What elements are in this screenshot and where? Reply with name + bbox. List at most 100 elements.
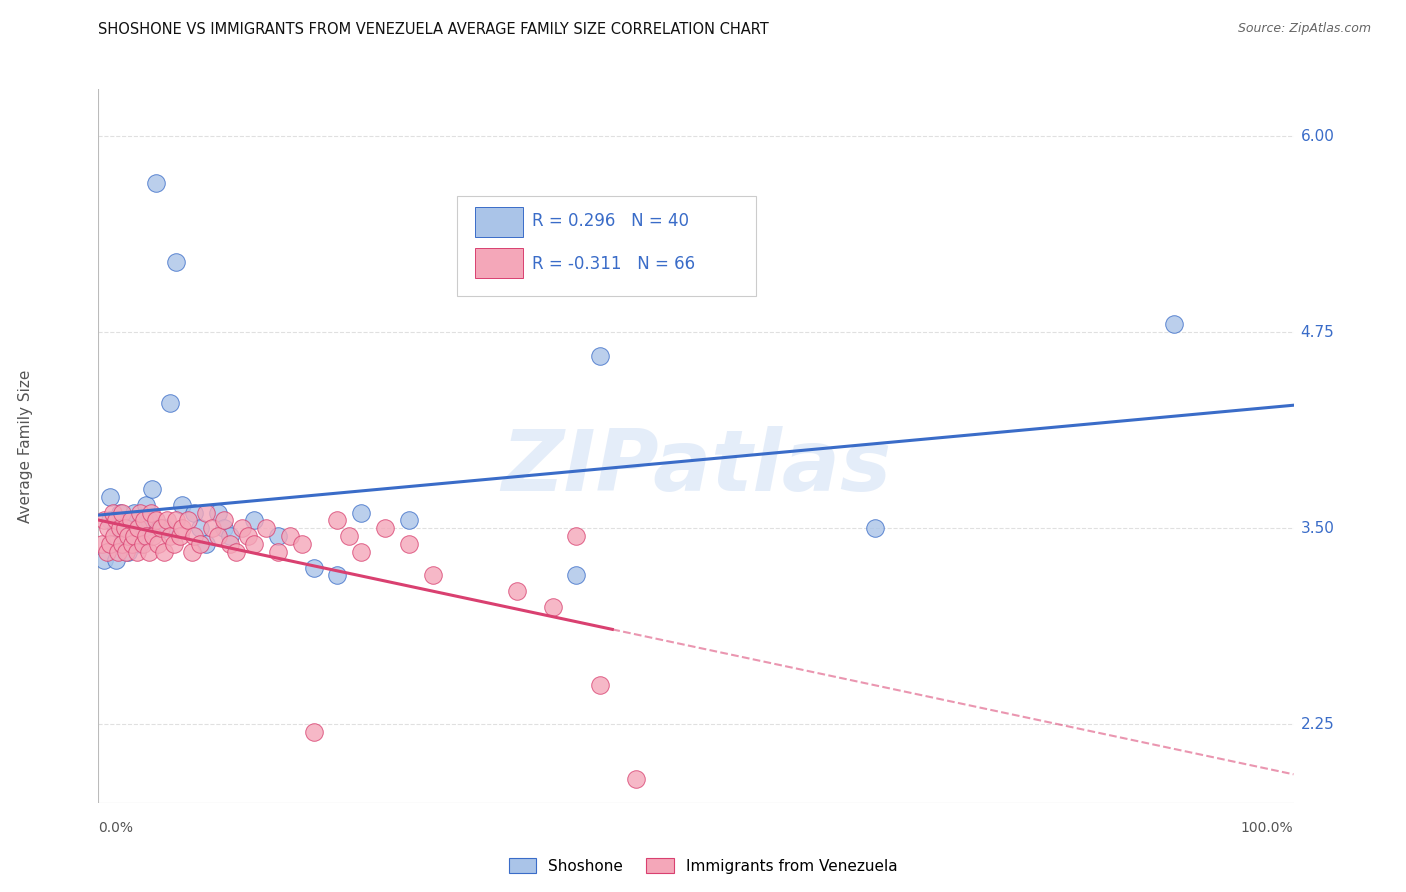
Point (172, 498, 194, 512)
Text: 3.50: 3.50 (1301, 521, 1334, 536)
Point (231, 521, 253, 535)
Point (188, 521, 211, 535)
Point (326, 568, 349, 582)
Point (148, 521, 170, 535)
Point (108, 506, 131, 520)
Point (422, 568, 444, 582)
Point (302, 560, 325, 574)
Text: R = -0.311   N = 66: R = -0.311 N = 66 (533, 255, 696, 273)
Legend: Shoshone, Immigrants from Venezuela: Shoshone, Immigrants from Venezuela (502, 852, 904, 880)
Point (108, 521, 131, 535)
Text: Average Family Size: Average Family Size (18, 369, 32, 523)
Point (141, 482, 163, 496)
Point (188, 537, 211, 551)
Point (219, 529, 242, 543)
Point (194, 537, 217, 551)
Point (125, 521, 148, 535)
Point (124, 529, 146, 543)
Point (111, 537, 134, 551)
Point (243, 514, 266, 528)
Point (236, 529, 259, 543)
Point (155, 514, 177, 528)
Text: Source: ZipAtlas.com: Source: ZipAtlas.com (1237, 22, 1371, 36)
Point (374, 521, 396, 535)
Point (398, 537, 420, 551)
Point (124, 506, 146, 520)
Text: R = 0.296   N = 40: R = 0.296 N = 40 (533, 212, 689, 230)
Point (105, 514, 128, 528)
Point (180, 545, 202, 559)
Point (98, 537, 122, 551)
Point (145, 176, 167, 190)
Point (212, 514, 235, 528)
Point (153, 545, 176, 559)
Point (111, 537, 134, 551)
Point (127, 521, 149, 535)
Point (107, 545, 129, 559)
Point (117, 545, 139, 559)
Point (132, 521, 155, 535)
Point (194, 506, 217, 520)
Point (139, 506, 162, 520)
Point (135, 498, 157, 512)
Point (302, 725, 325, 739)
Point (183, 529, 205, 543)
Point (212, 521, 235, 535)
Point (129, 506, 152, 520)
Text: 100.0%: 100.0% (1241, 821, 1294, 835)
Point (290, 537, 312, 551)
Point (132, 514, 155, 528)
Point (138, 545, 160, 559)
FancyBboxPatch shape (457, 196, 756, 296)
Point (98, 490, 122, 504)
Point (121, 537, 143, 551)
Point (101, 506, 124, 520)
Point (135, 529, 157, 543)
Point (163, 537, 186, 551)
Point (93, 514, 115, 528)
Point (326, 514, 349, 528)
Point (114, 521, 136, 535)
Point (1163, 318, 1185, 332)
Point (863, 521, 886, 535)
Point (145, 514, 167, 528)
Point (165, 254, 187, 268)
Point (115, 545, 138, 559)
Point (153, 521, 176, 535)
Point (131, 537, 153, 551)
Point (117, 514, 139, 528)
Point (125, 545, 148, 559)
Point (103, 529, 125, 543)
Point (350, 545, 373, 559)
Text: 4.75: 4.75 (1301, 325, 1334, 340)
Point (398, 514, 420, 528)
Point (565, 568, 588, 582)
Point (565, 529, 588, 543)
Point (350, 506, 373, 520)
Text: 2.25: 2.25 (1301, 717, 1334, 731)
Point (278, 529, 301, 543)
Point (267, 545, 290, 559)
Point (183, 506, 205, 520)
Point (91, 537, 114, 551)
Point (138, 514, 160, 528)
Point (254, 521, 277, 535)
Point (201, 521, 224, 535)
Point (219, 537, 242, 551)
Point (169, 529, 191, 543)
Text: 6.00: 6.00 (1301, 128, 1334, 144)
Point (541, 599, 564, 614)
Text: SHOSHONE VS IMMIGRANTS FROM VENEZUELA AVERAGE FAMILY SIZE CORRELATION CHART: SHOSHONE VS IMMIGRANTS FROM VENEZUELA AV… (98, 22, 769, 37)
Point (120, 514, 142, 528)
FancyBboxPatch shape (475, 248, 523, 278)
Point (165, 514, 187, 528)
Point (225, 545, 247, 559)
Point (114, 521, 136, 535)
Point (159, 396, 181, 410)
Point (159, 529, 181, 543)
Point (267, 529, 290, 543)
Point (172, 521, 194, 535)
Point (105, 552, 128, 566)
Point (243, 537, 266, 551)
Point (177, 514, 200, 528)
